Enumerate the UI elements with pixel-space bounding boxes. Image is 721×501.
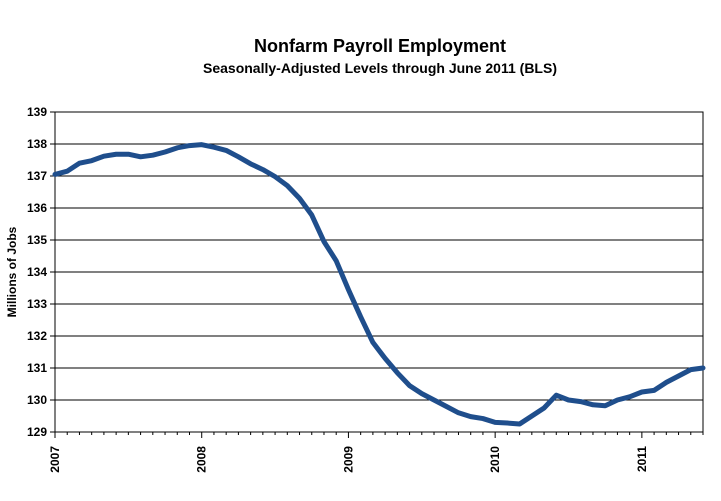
x-tick-label: 2008 <box>195 446 209 473</box>
y-axis-title: Millions of Jobs <box>5 226 19 317</box>
y-axis-ticks: 129 130 131 132 133 134 135 136 137 138 139 <box>27 105 55 439</box>
y-tick-label: 136 <box>27 201 47 215</box>
y-tick-label: 135 <box>27 233 47 247</box>
y-tick-label: 131 <box>27 361 47 375</box>
x-tick-label: 2010 <box>488 446 502 473</box>
x-tick-label: 2009 <box>341 446 355 473</box>
y-tick-label: 137 <box>27 169 47 183</box>
y-tick-label: 133 <box>27 297 47 311</box>
x-tick-label: 2011 <box>635 446 649 472</box>
chart-title: Nonfarm Payroll Employment <box>254 36 506 56</box>
y-tick-label: 139 <box>27 105 47 119</box>
chart-subtitle: Seasonally-Adjusted Levels through June … <box>203 60 557 76</box>
gridlines <box>55 143 703 401</box>
y-tick-label: 134 <box>27 265 47 279</box>
x-tick-label: 2007 <box>48 446 62 473</box>
x-axis-ticks: 2007 2008 2009 2010 2011 <box>48 432 704 473</box>
y-tick-label: 138 <box>27 137 47 151</box>
y-tick-label: 132 <box>27 329 47 343</box>
series-line-nonfarm-payroll <box>52 142 706 427</box>
y-tick-label: 130 <box>27 393 47 407</box>
y-tick-label: 129 <box>27 425 47 439</box>
